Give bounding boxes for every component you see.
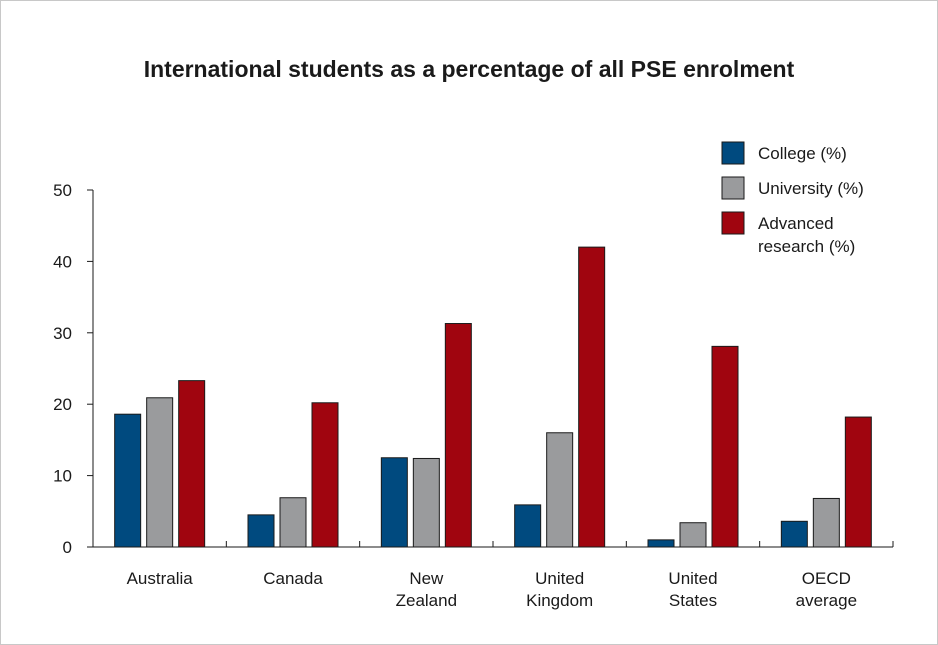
x-tick-label-line: OECD [802,569,851,588]
legend-label-line: University (%) [758,179,864,198]
bar [114,413,142,548]
y-tick-label: 10 [53,467,72,486]
legend-swatch [721,211,745,235]
x-tick-label-line: Kingdom [526,591,593,610]
y-tick-label: 20 [53,395,72,414]
x-tick-label-line: average [796,591,857,610]
x-tick-label: New Zealand [396,569,457,610]
bar [647,539,675,548]
bar [444,323,472,548]
bar [247,514,275,548]
bars [114,246,872,548]
x-tick-label-line: United [668,569,717,588]
x-tick-label: Australia [127,569,194,588]
bar [578,246,606,548]
legend-label: University (%) [758,179,864,198]
x-tick-label: United States [668,569,717,610]
bar [279,497,307,548]
y-tick-label: 30 [53,324,72,343]
x-tick-label: OECD average [796,569,857,610]
x-tick-label: Canada [263,569,323,588]
legend-label: College (%) [758,144,847,163]
x-tick-label-line: United [535,569,584,588]
legend-swatch [721,141,745,165]
x-tick-label-line: Zealand [396,591,457,610]
axes: 0 10 20 30 40 50 Australia Canada New Zealand Unit… [53,181,894,610]
bar [146,397,174,548]
x-tick-label-line: Australia [127,569,194,588]
legend-label-line: College (%) [758,144,847,163]
x-tick-label-line: Canada [263,569,323,588]
x-tick-label-line: States [669,591,717,610]
y-tick-label: 0 [63,538,72,557]
x-tick-label-line: New [409,569,444,588]
bar [311,402,339,548]
legend-label-line: Advanced [758,214,834,233]
legend: College (%) University (%) Advanced researc… [721,141,864,256]
bar [812,497,840,548]
bar [844,416,872,548]
bar [514,504,542,548]
bar [679,522,707,548]
bar [711,345,739,548]
bar [546,432,574,548]
bar [380,457,408,548]
legend-label: Advanced research (%) [758,214,855,256]
bar [412,457,440,548]
bar [178,380,206,548]
x-tick-label: United Kingdom [526,569,593,610]
chart-title: International students as a percentage o… [143,56,795,82]
legend-swatch [721,176,745,200]
bar [780,520,808,548]
y-tick-label: 40 [53,252,72,271]
y-tick-label: 50 [53,181,72,200]
legend-label-line: research (%) [758,237,855,256]
